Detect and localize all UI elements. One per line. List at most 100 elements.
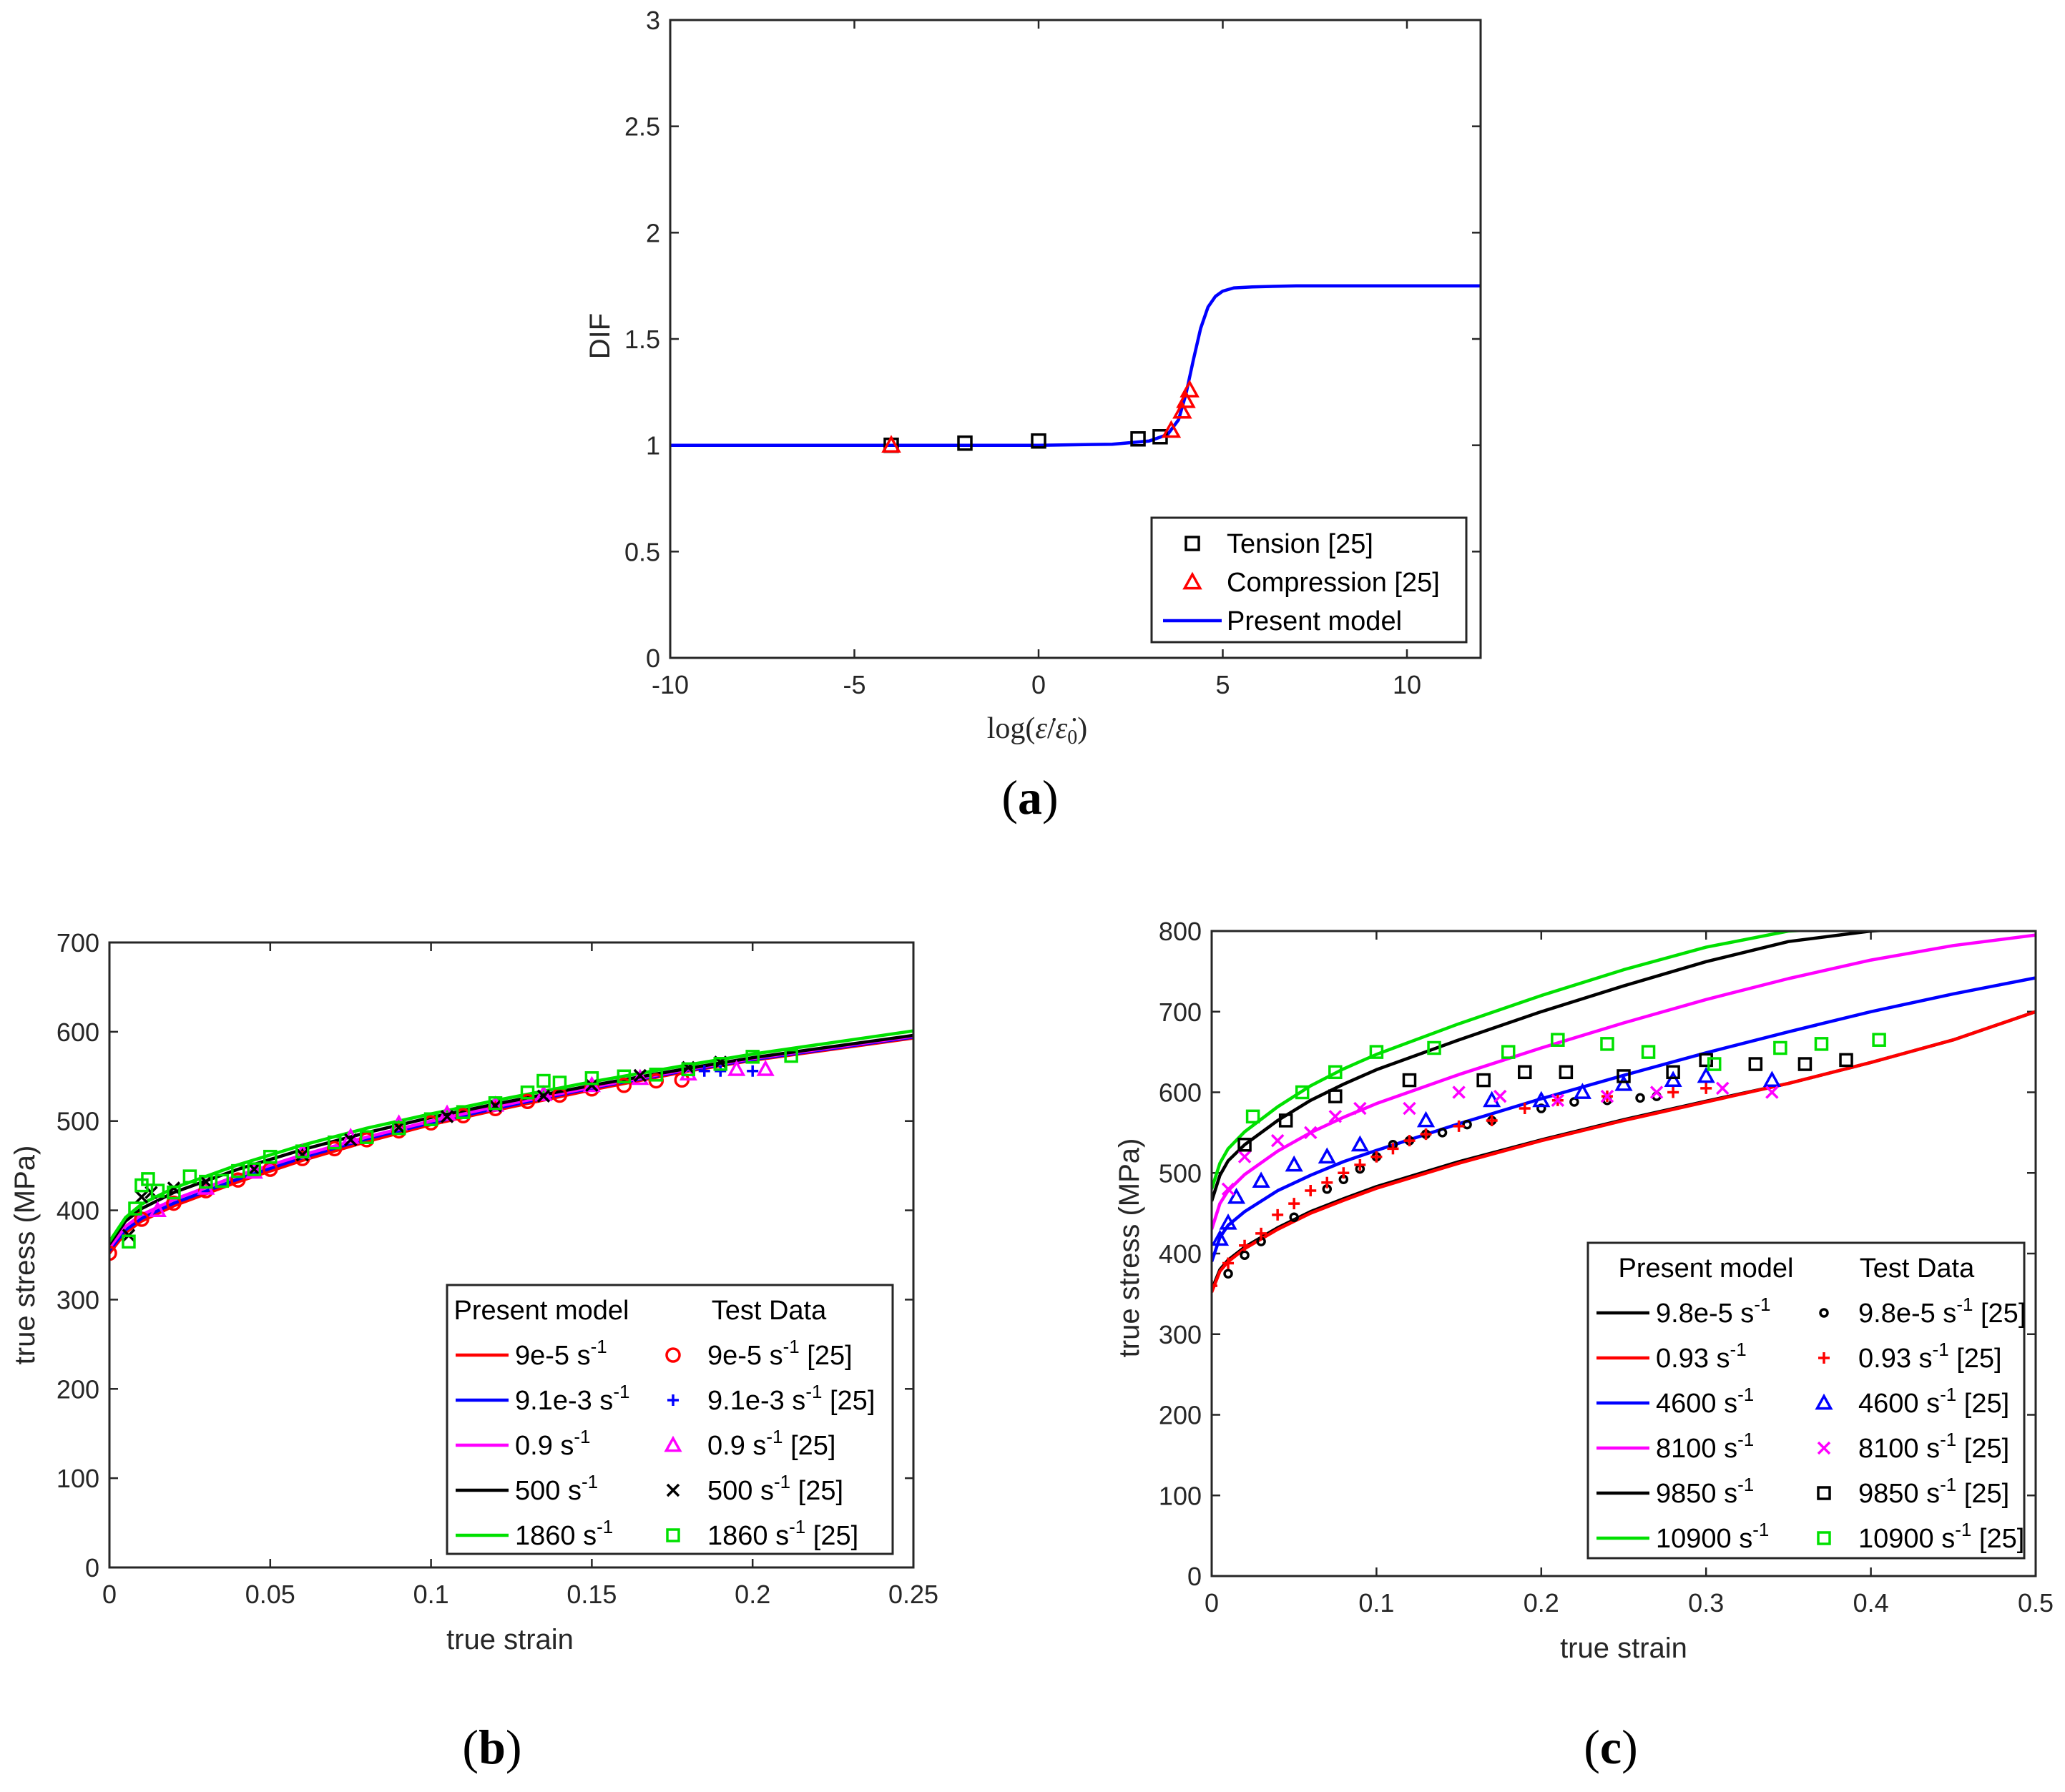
test-data-point	[1600, 1037, 1614, 1051]
test-data-point	[1223, 1269, 1233, 1279]
test-data-point	[1252, 1171, 1270, 1188]
legend-data-label: 0.9 s-1 [25]	[707, 1426, 835, 1461]
test-data-point	[1354, 1158, 1366, 1171]
test-data-point	[1338, 1167, 1350, 1179]
test-data-point	[488, 1096, 503, 1111]
test-data-point	[1318, 1147, 1336, 1164]
axes-frame	[1210, 930, 2037, 1577]
test-data-point	[633, 1068, 647, 1083]
panel-b-caption: (b)	[462, 1720, 521, 1774]
test-data-point	[1716, 1081, 1730, 1096]
x-tick-label: 0.2	[1524, 1588, 1559, 1618]
test-data-point	[756, 1060, 775, 1076]
legend-data-swatch	[1817, 1486, 1831, 1500]
x-tick-label: -10	[652, 670, 689, 699]
test-data-point	[486, 1096, 505, 1112]
y-tick-label: 700	[57, 928, 99, 957]
test-data-point	[681, 1062, 696, 1077]
panel-c-ylabel: true stress (MPa)	[1114, 1138, 1145, 1358]
legend-data-swatch	[666, 1528, 680, 1542]
y-tick-label: 400	[57, 1196, 99, 1226]
test-data-point	[1270, 1133, 1285, 1148]
test-data-point	[1452, 1085, 1466, 1099]
y-tick-label: 500	[1159, 1158, 1202, 1188]
test-data-point	[247, 1162, 262, 1176]
test-data-point	[1559, 1065, 1574, 1080]
panel-b-stress-strain-chart: true stress (MPa) true strain (b) 0 0.05 0…	[9, 928, 938, 1774]
test-data-point	[1212, 1280, 1217, 1292]
test-data-point	[1462, 1119, 1472, 1130]
legend-data-swatch	[666, 1483, 680, 1497]
test-data-point	[440, 1110, 454, 1123]
test-data-point	[1420, 1128, 1432, 1141]
legend-model-label: 4600 s-1	[1656, 1384, 1754, 1419]
test-data-point	[1219, 1213, 1237, 1230]
legend-data-label: 10900 s-1 [25]	[1858, 1519, 2024, 1554]
test-data-point	[679, 1064, 697, 1080]
test-data-point	[343, 1133, 358, 1147]
test-data-point	[745, 1050, 760, 1064]
legend-data-label: 0.93 s-1 [25]	[1858, 1339, 2002, 1374]
test-data-point	[1403, 1135, 1416, 1147]
y-tick-label: 0.5	[624, 537, 660, 566]
legend-model-label: 10900 s-1	[1656, 1519, 1769, 1554]
test-data-point	[1245, 1109, 1260, 1124]
model-line-5	[1212, 931, 1822, 1190]
test-data-point	[1765, 1085, 1779, 1099]
legend-box	[1586, 1241, 2026, 1560]
test-data-point	[1305, 1185, 1317, 1197]
panel-a-legend: Tension [25] Compression [25] Present mode…	[1150, 516, 1468, 644]
test-data-point	[552, 1075, 567, 1090]
test-data-point	[1321, 1176, 1333, 1188]
test-data-point	[1707, 1057, 1722, 1071]
data-point-triangle	[1161, 420, 1182, 438]
test-data-point	[536, 1073, 551, 1088]
test-data-point	[199, 1174, 213, 1189]
test-data-point	[713, 1057, 727, 1071]
x-tick-label: 0.15	[566, 1580, 617, 1609]
x-tick-label: 0.2	[735, 1580, 770, 1609]
test-data-point	[166, 1195, 182, 1211]
test-data-point	[1255, 1227, 1267, 1239]
test-data-point	[1641, 1045, 1656, 1059]
panel-a-caption: (a)	[1001, 770, 1058, 824]
test-data-point	[1519, 1103, 1531, 1115]
test-data-point	[1427, 1040, 1441, 1055]
test-data-point	[1551, 1093, 1565, 1108]
test-data-point	[182, 1169, 197, 1183]
data-point-triangle	[1176, 390, 1196, 408]
legend-box	[446, 1284, 894, 1555]
test-data-point	[247, 1162, 261, 1176]
y-tick-label: 400	[1159, 1239, 1202, 1269]
axes-frame	[669, 19, 1482, 659]
x-tick-label: 10	[1393, 670, 1421, 699]
series-line-present-model	[670, 284, 1481, 447]
test-data-point	[1664, 1070, 1682, 1088]
test-data-point	[1748, 1057, 1763, 1071]
model-line-3	[1212, 933, 2036, 1230]
test-data-point	[616, 1078, 632, 1093]
panel-c-caption: (c)	[1584, 1720, 1638, 1774]
legend-data-swatch	[665, 1347, 681, 1363]
panel-a-xlabel: log(ε̇/ε̇0)	[987, 712, 1087, 749]
test-data-point	[727, 1060, 746, 1076]
y-tick-label: 300	[57, 1285, 99, 1314]
test-data-point	[1285, 1155, 1303, 1172]
legend-label: Present model	[1227, 606, 1402, 636]
y-tick-label: 600	[1159, 1078, 1202, 1108]
test-data-point	[1699, 1053, 1713, 1068]
panel-c-legend: Present model Test Data 9.8e-5 s-1 9.8e-5 s…	[1586, 1241, 2026, 1560]
y-tick-label: 0	[85, 1553, 99, 1582]
legend-data-label: 8100 s-1 [25]	[1858, 1429, 2009, 1464]
y-tick-label: 1.5	[624, 325, 660, 354]
legend-model-label: 0.93 s-1	[1656, 1339, 1747, 1374]
x-tick-label: 0.5	[2018, 1588, 2054, 1618]
test-data-point	[423, 1112, 438, 1126]
test-data-point	[1486, 1114, 1498, 1126]
legend-label: Tension [25]	[1227, 529, 1373, 559]
x-tick-label: 0.05	[245, 1580, 295, 1609]
x-tick-label: 5	[1215, 670, 1230, 699]
test-data-point	[1697, 1066, 1715, 1083]
test-data-point	[263, 1149, 278, 1164]
test-data-point	[1304, 1126, 1318, 1140]
